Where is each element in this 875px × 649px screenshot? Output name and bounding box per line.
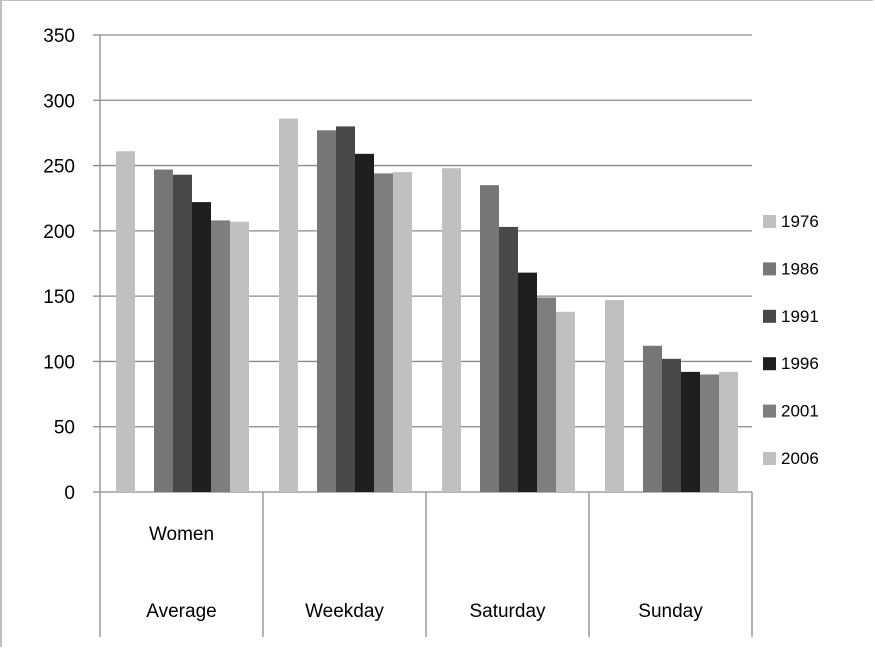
bar-1976-weekday bbox=[279, 118, 298, 493]
category-label: Saturday bbox=[469, 601, 546, 622]
bar-1986-saturday bbox=[480, 185, 499, 492]
bar-2001-average bbox=[211, 220, 230, 492]
bar-1986-sunday bbox=[643, 345, 662, 492]
y-tick-label: 300 bbox=[43, 91, 75, 112]
bar-1976-saturday bbox=[442, 168, 461, 492]
bar-1991-sunday bbox=[662, 358, 681, 492]
bar-1991-average bbox=[173, 174, 192, 492]
bar-1991-saturday bbox=[499, 226, 518, 492]
y-tick-label: 250 bbox=[43, 157, 75, 178]
bar-2006-sunday bbox=[719, 371, 738, 492]
y-tick-label: 200 bbox=[43, 222, 75, 243]
y-tick-label: 50 bbox=[54, 418, 75, 439]
legend-label: 1996 bbox=[781, 354, 819, 373]
legend-swatch bbox=[763, 262, 776, 276]
bar-1996-sunday bbox=[681, 371, 700, 492]
y-tick-label: 150 bbox=[43, 287, 75, 308]
legend-label: 1991 bbox=[781, 307, 819, 326]
bar-1996-average bbox=[192, 202, 211, 493]
bar-2001-saturday bbox=[537, 297, 556, 492]
legend-swatch bbox=[763, 309, 776, 323]
bar-1996-weekday bbox=[355, 153, 374, 492]
legend-swatch bbox=[763, 357, 776, 371]
y-tick-label: 350 bbox=[43, 26, 75, 47]
legend-label: 2001 bbox=[781, 402, 819, 421]
legend-label: 1976 bbox=[781, 212, 819, 231]
bar-1986-average bbox=[154, 169, 173, 492]
legend-swatch bbox=[763, 215, 776, 228]
bar-2006-saturday bbox=[556, 311, 575, 492]
legend-swatch bbox=[763, 404, 776, 418]
category-label: Sunday bbox=[638, 601, 703, 622]
bar-2001-weekday bbox=[374, 173, 393, 493]
category-label: Weekday bbox=[305, 601, 384, 622]
legend-swatch bbox=[763, 452, 776, 465]
bar-1976-sunday bbox=[605, 300, 624, 492]
y-tick-label: 100 bbox=[43, 352, 75, 373]
legend-label: 2006 bbox=[781, 449, 819, 468]
bar-1996-saturday bbox=[518, 272, 537, 492]
bar-2006-average bbox=[230, 221, 249, 492]
group-label: Women bbox=[149, 524, 214, 545]
bar-1991-weekday bbox=[336, 126, 355, 493]
bar-2001-sunday bbox=[700, 374, 719, 492]
bar-2006-weekday bbox=[393, 172, 412, 492]
y-tick-label: 0 bbox=[64, 483, 75, 504]
bar-1986-weekday bbox=[317, 130, 336, 492]
bar-1976-average bbox=[116, 151, 135, 493]
legend-label: 1986 bbox=[781, 259, 819, 278]
category-label: Average bbox=[146, 601, 216, 622]
